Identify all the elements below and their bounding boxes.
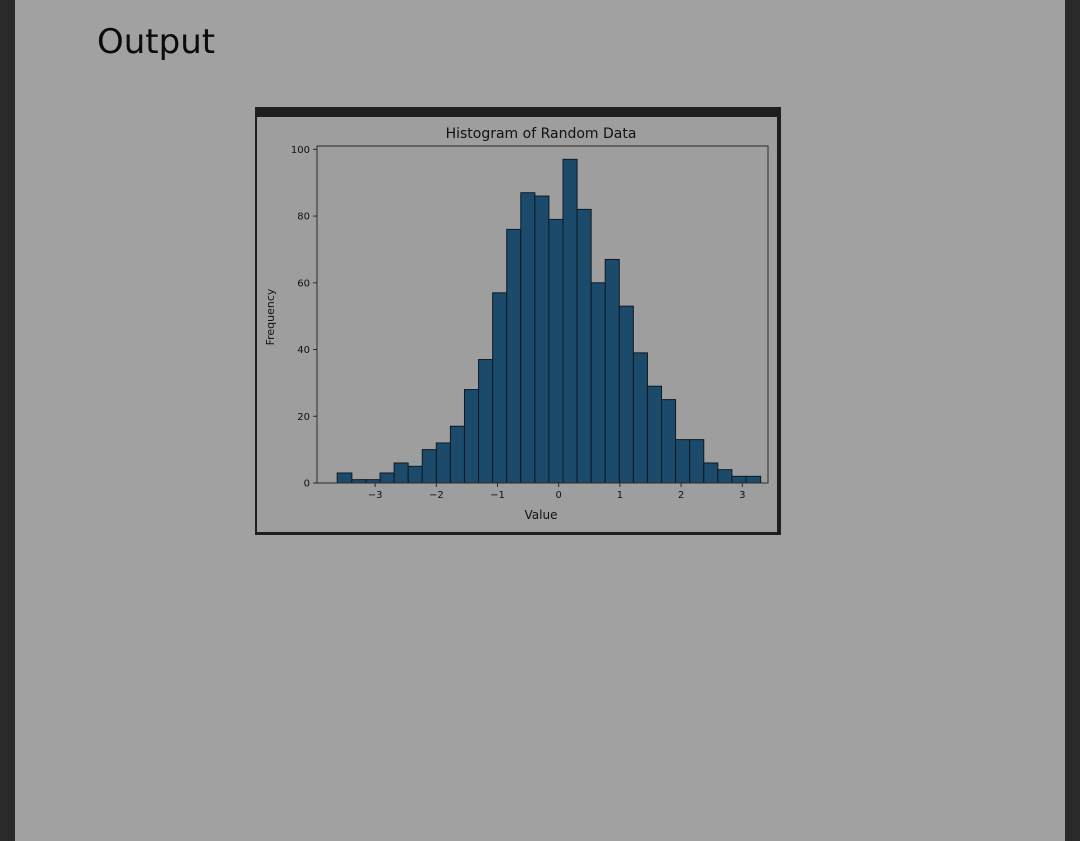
y-tick-label: 40 bbox=[297, 345, 310, 356]
histogram-bar bbox=[365, 479, 381, 484]
histogram-bar bbox=[689, 439, 705, 484]
histogram-bar bbox=[661, 399, 677, 484]
histogram-bar bbox=[449, 425, 465, 484]
histogram-bar bbox=[421, 449, 437, 484]
histogram-bar bbox=[520, 192, 536, 484]
histogram-bar bbox=[646, 385, 663, 484]
histogram-bar bbox=[604, 258, 620, 484]
chart-title: Histogram of Random Data bbox=[446, 126, 637, 142]
histogram-bar bbox=[407, 465, 423, 484]
y-axis-label: Frequency bbox=[264, 288, 277, 345]
output-heading: Output bbox=[97, 22, 216, 62]
histogram-bar bbox=[506, 228, 522, 484]
x-axis-label: Value bbox=[525, 508, 558, 522]
histogram-bar bbox=[463, 389, 480, 484]
y-tick-label: 20 bbox=[297, 412, 310, 423]
histogram-bar bbox=[618, 305, 634, 484]
x-tick-label: 2 bbox=[678, 490, 684, 501]
x-tick-label: 0 bbox=[556, 490, 562, 501]
histogram-bar bbox=[379, 472, 395, 484]
x-tick-label: 3 bbox=[739, 490, 745, 501]
histogram-bar bbox=[562, 158, 578, 484]
x-tick-label: −2 bbox=[429, 490, 444, 501]
histogram-bar bbox=[731, 475, 747, 484]
y-tick-label: 0 bbox=[304, 479, 310, 490]
histogram-bar bbox=[703, 462, 719, 484]
histogram-bar bbox=[548, 218, 564, 484]
y-tick-label: 60 bbox=[297, 278, 310, 289]
histogram-bar bbox=[590, 282, 606, 484]
histogram-bars bbox=[336, 158, 762, 484]
histogram-figure: Histogram of Random Data Frequency Value… bbox=[257, 117, 777, 532]
histogram-bar bbox=[745, 475, 762, 484]
histogram-bar bbox=[336, 472, 353, 484]
histogram-bar bbox=[492, 292, 508, 484]
x-tick-label: 1 bbox=[617, 490, 623, 501]
x-tick-label: −3 bbox=[368, 490, 383, 501]
histogram-bar bbox=[435, 442, 451, 484]
histogram-bar bbox=[675, 439, 691, 484]
x-tick-label: −1 bbox=[490, 490, 505, 501]
histogram-bar bbox=[632, 352, 648, 484]
histogram-bar bbox=[534, 195, 550, 484]
histogram-bar bbox=[576, 208, 592, 484]
histogram-bar bbox=[478, 359, 494, 484]
histogram-bar bbox=[393, 462, 409, 484]
plot-area-border bbox=[316, 145, 769, 484]
histogram-bar bbox=[351, 479, 367, 484]
y-tick-label: 80 bbox=[297, 212, 310, 223]
histogram-bar bbox=[717, 469, 733, 484]
y-tick-label: 100 bbox=[291, 145, 310, 156]
axis-ticks: −3 −2 −1 0 1 2 3 0 20 40 60 80 100 bbox=[291, 145, 746, 501]
histogram-chart: Histogram of Random Data Frequency Value… bbox=[264, 126, 769, 522]
